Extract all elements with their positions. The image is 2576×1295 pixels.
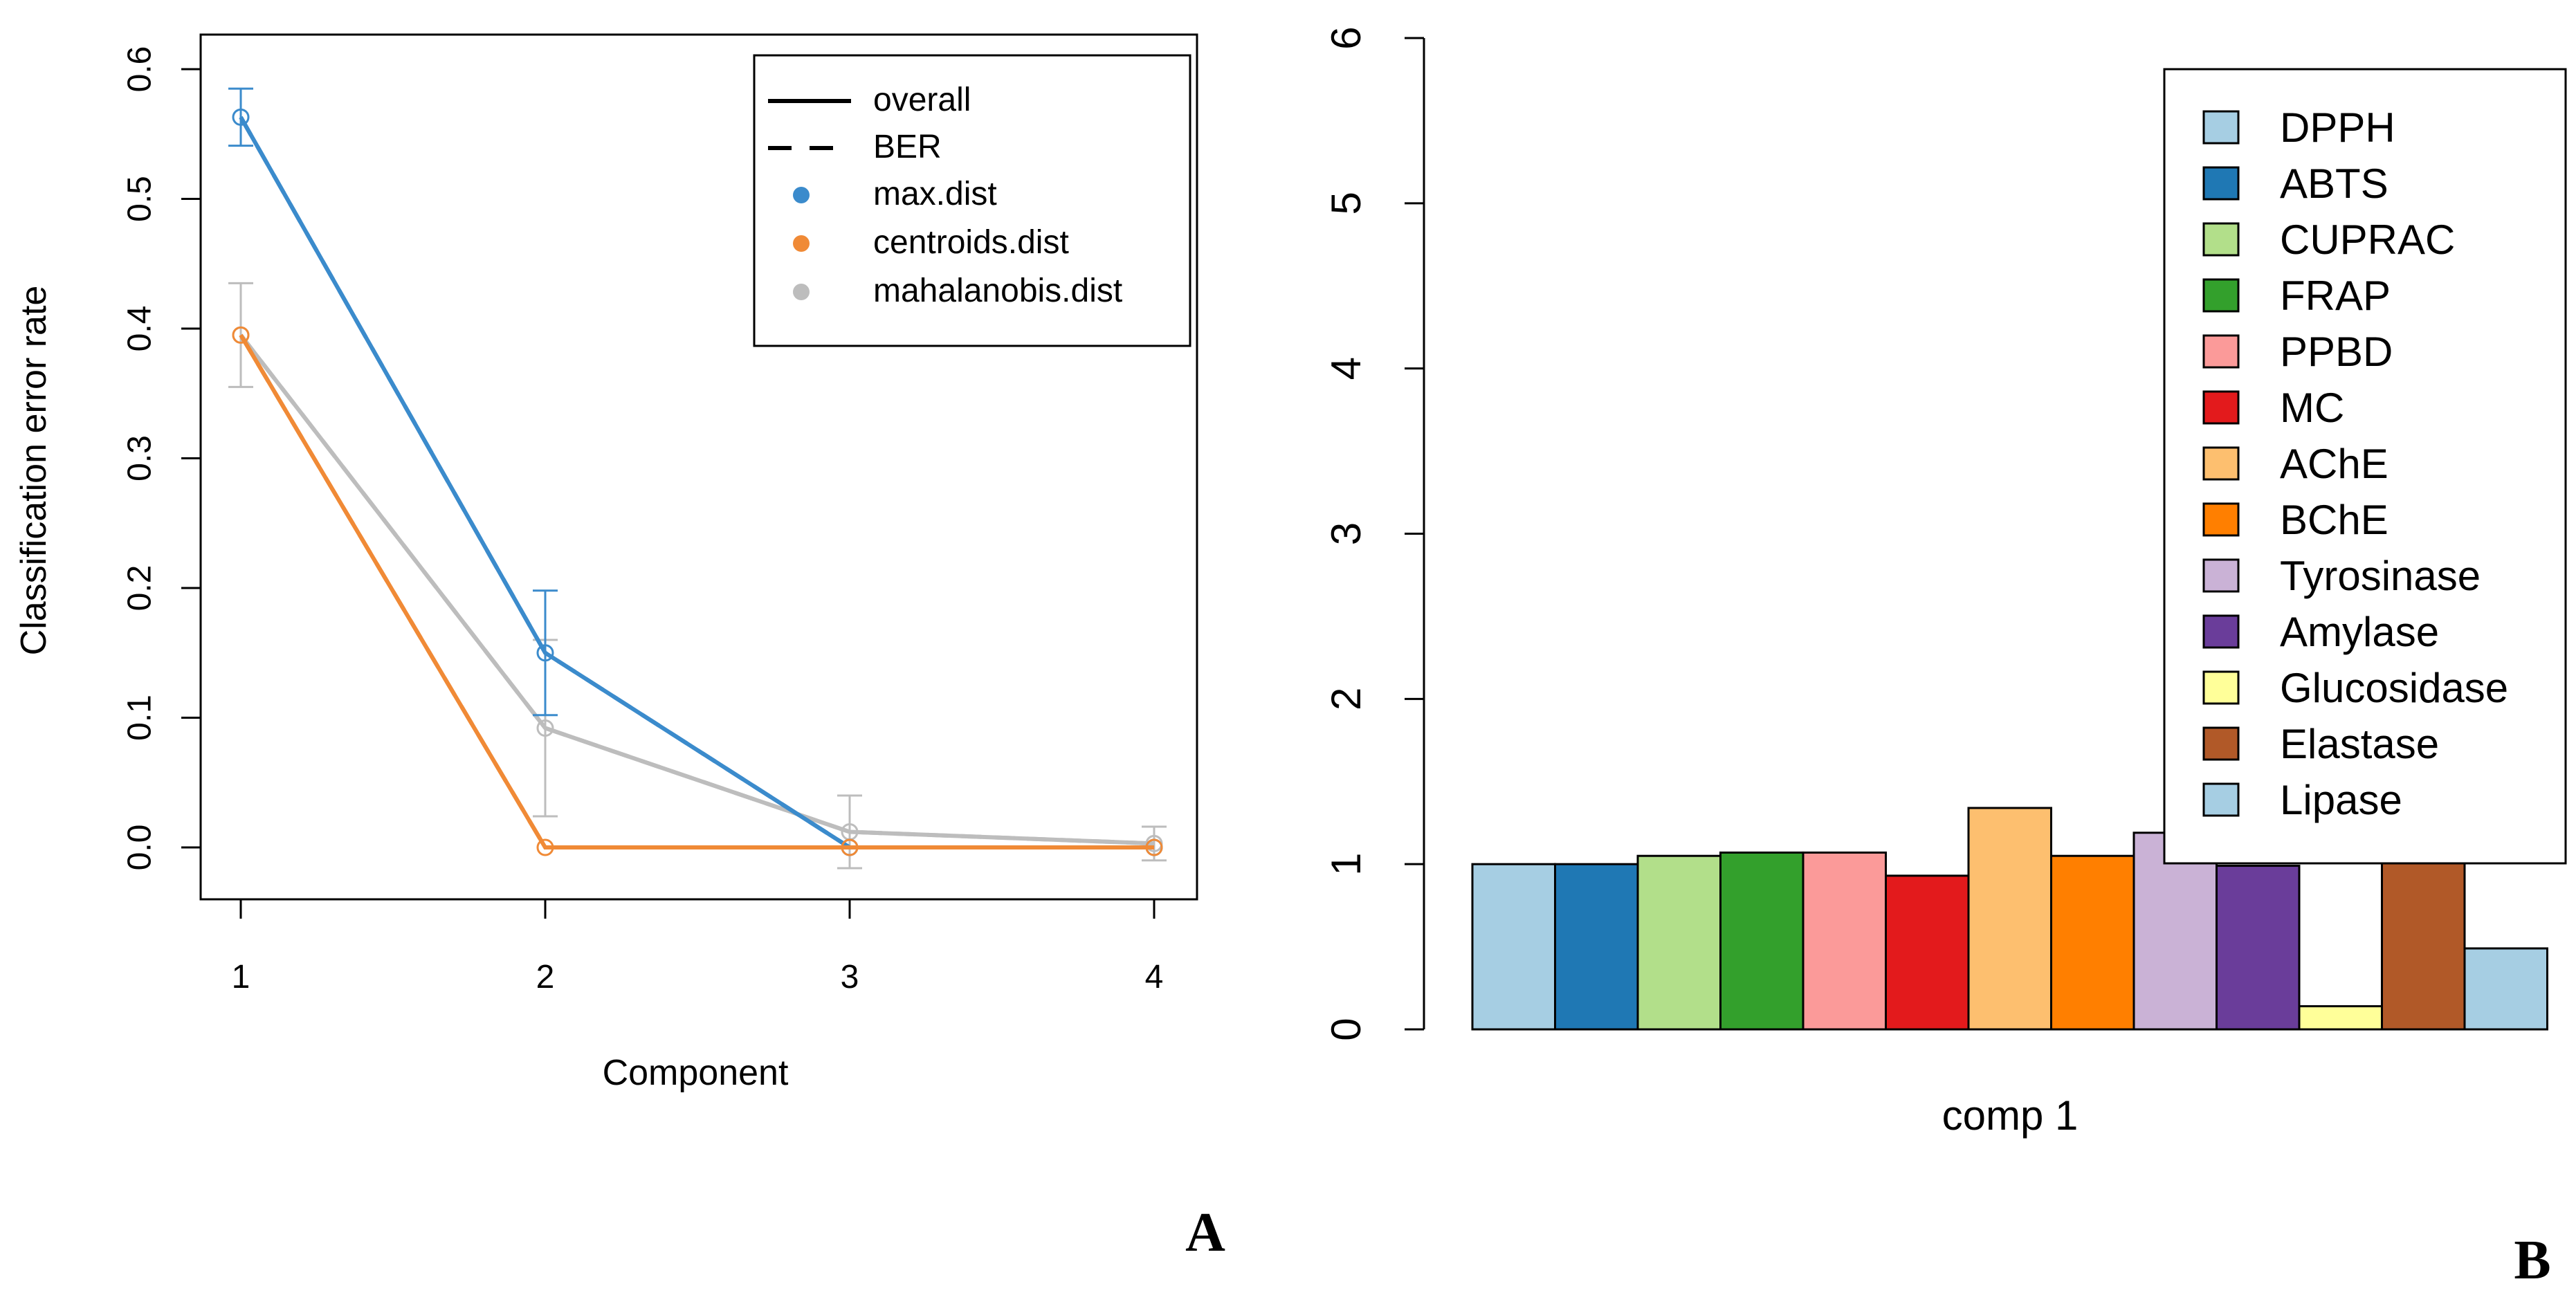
data-point <box>232 326 250 344</box>
legend-label: Lipase <box>2280 777 2402 823</box>
series-line <box>239 333 1155 846</box>
panel-a-label: A <box>1185 1202 1225 1263</box>
y-tick-label: 0.4 <box>122 306 158 352</box>
bar-lipase <box>2463 947 2548 1031</box>
legend-swatch <box>2202 614 2240 649</box>
panel-a-x-axis-label: Component <box>603 1053 789 1093</box>
data-point <box>841 838 859 856</box>
bar-abts <box>1554 863 1639 1031</box>
y-tick-label: 0.2 <box>122 565 158 612</box>
bar-ppbd <box>1802 851 1887 1031</box>
panel-a-plot-frame <box>199 33 1198 901</box>
legend-label: DPPH <box>2280 104 2395 151</box>
y-tick-label: 0.1 <box>122 695 158 741</box>
panel-b-bars <box>1471 807 2548 1031</box>
panel-a-legend: overall BER max.dist centroids.dist mahalano… <box>753 54 1191 347</box>
legend-dot <box>793 187 810 203</box>
bar-mc <box>1885 874 1970 1031</box>
legend-label: Glucosidase <box>2280 665 2508 711</box>
legend-swatch <box>2202 110 2240 145</box>
panel-b-legend: DPPH ABTS CUPRAC FRAP PPBD MC AChE BChE Tyrosina… <box>2163 68 2567 865</box>
legend-label: FRAP <box>2280 273 2391 319</box>
legend-label: Tyrosinase <box>2280 553 2481 599</box>
bar-dpph <box>1471 863 1556 1031</box>
legend-label: mahalanobis.dist <box>873 273 1122 309</box>
legend-dot <box>793 235 810 252</box>
bar-ache <box>1967 807 2052 1031</box>
y-tick-label: 0.3 <box>122 435 158 481</box>
panel-a-error-rate-chart: 0.0 0.1 0.2 0.3 0.4 0.5 0.6 1 2 3 4 Component Cla… <box>14 33 1225 1263</box>
data-point <box>536 719 554 737</box>
legend-swatch <box>2202 166 2240 201</box>
legend-swatch <box>2202 222 2240 257</box>
y-tick-label: 0.0 <box>122 825 158 871</box>
legend-swatch <box>2202 726 2240 761</box>
legend-swatch <box>2202 502 2240 537</box>
y-tick-label: 3 <box>1323 522 1369 545</box>
y-tick-label: 1 <box>1323 852 1369 875</box>
legend-label: MC <box>2280 385 2344 431</box>
panel-a-y-axis-label: Classification error rate <box>14 286 54 656</box>
panel-b-bar-chart: 0 1 2 3 4 5 6 comp 1 DPPH ABTS CUPRAC FRAP PPBD MC A… <box>1323 26 2567 1291</box>
x-tick-label: 4 <box>1145 959 1164 995</box>
panel-a-legend-box <box>753 54 1191 347</box>
data-point <box>536 644 554 662</box>
legend-label: Elastase <box>2280 721 2439 767</box>
bar-bche <box>2050 854 2135 1031</box>
legend-swatch <box>2202 446 2240 481</box>
legend-swatch <box>2202 670 2240 705</box>
y-tick-label: 0 <box>1323 1018 1369 1040</box>
legend-swatch <box>2202 390 2240 425</box>
legend-label: BChE <box>2280 497 2388 543</box>
legend-label: CUPRAC <box>2280 217 2455 263</box>
x-tick-label: 2 <box>536 959 555 995</box>
legend-label: centroids.dist <box>873 224 1069 261</box>
legend-dot <box>793 284 810 300</box>
legend-label: BER <box>873 129 942 165</box>
legend-swatch <box>2202 278 2240 313</box>
legend-label: Amylase <box>2280 609 2439 655</box>
y-tick-label: 4 <box>1323 357 1369 380</box>
panel-b-x-axis-label: comp 1 <box>1942 1092 2079 1139</box>
data-point <box>536 838 554 856</box>
legend-swatch <box>2202 782 2240 817</box>
x-tick-label: 3 <box>841 959 859 995</box>
legend-swatch <box>2202 558 2240 593</box>
y-tick-label: 2 <box>1323 688 1369 710</box>
series-ber-line <box>239 333 1155 846</box>
panel-b-label: B <box>2514 1230 2550 1291</box>
legend-swatch <box>2202 334 2240 369</box>
legend-label: max.dist <box>873 176 997 212</box>
x-tick-label: 1 <box>232 959 250 995</box>
panel-a-x-axis: 1 2 3 4 <box>232 899 1164 995</box>
panel-a-series <box>228 87 1167 870</box>
bar-cuprac <box>1636 854 1721 1031</box>
bar-elastase <box>2381 841 2466 1031</box>
panel-a-y-axis: 0.0 0.1 0.2 0.3 0.4 0.5 0.6 <box>122 46 201 871</box>
series-line <box>239 333 1154 849</box>
panel-b-y-axis: 0 1 2 3 4 5 6 <box>1323 26 1425 1041</box>
y-tick-label: 0.6 <box>122 46 158 93</box>
legend-label: overall <box>873 82 971 118</box>
bar-glucosidase <box>2298 1005 2383 1031</box>
bar-frap <box>1719 851 1805 1031</box>
data-point <box>1145 838 1163 856</box>
series-centroids-dist <box>232 326 1163 856</box>
series-mahalanobis-dist <box>228 282 1167 870</box>
y-tick-label: 5 <box>1323 192 1369 214</box>
legend-label: ABTS <box>2280 160 2388 207</box>
data-point <box>232 108 250 126</box>
legend-label: PPBD <box>2280 329 2393 375</box>
series-ber-line <box>239 333 1154 849</box>
bar-amylase <box>2216 865 2301 1031</box>
y-tick-label: 0.5 <box>122 176 158 222</box>
legend-label: AChE <box>2280 441 2388 487</box>
y-tick-label: 6 <box>1323 26 1369 49</box>
